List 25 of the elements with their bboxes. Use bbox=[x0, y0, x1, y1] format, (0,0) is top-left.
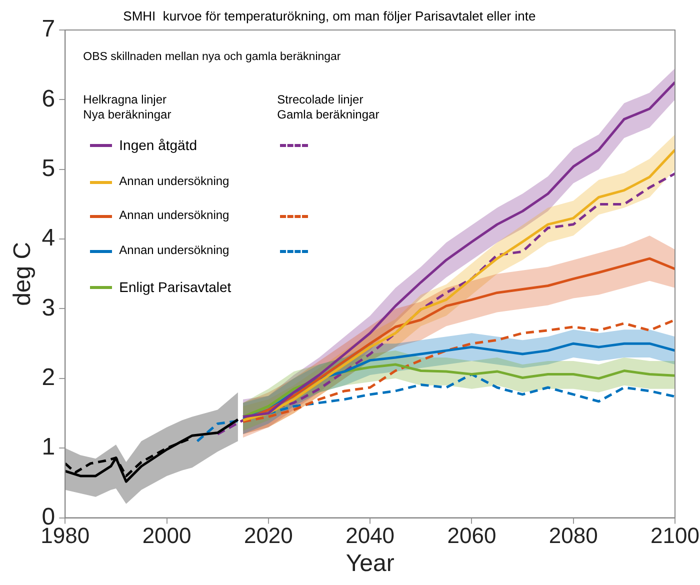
line-series bbox=[196, 373, 675, 442]
y-tick-label: 7 bbox=[42, 16, 56, 43]
y-tick-label: 5 bbox=[42, 154, 56, 182]
annotation: Strecolade linjer Gamla beräkningar bbox=[277, 92, 380, 122]
y-tick-label: 2 bbox=[42, 364, 56, 392]
y-tick-label: 3 bbox=[42, 294, 56, 322]
legend-label: Annan undersökning bbox=[119, 174, 230, 189]
y-tick-label: 6 bbox=[42, 85, 56, 112]
x-axis-title: Year bbox=[346, 550, 394, 578]
legend-label: Ingen åtgätd bbox=[119, 136, 197, 153]
x-tick-label: 2100 bbox=[650, 523, 700, 548]
x-tick-label: 2020 bbox=[244, 523, 293, 548]
x-tick-label: 2040 bbox=[346, 523, 395, 548]
x-tick-label: 2080 bbox=[548, 523, 598, 548]
annotation: Helkragna linjer Nya beräkningar bbox=[83, 92, 172, 122]
legend-label: Enligt Parisavtalet bbox=[119, 278, 232, 295]
annotation: OBS skillnaden mellan nya och gamla beräkningar bbox=[83, 51, 341, 64]
legend-label: Annan undersökning bbox=[119, 208, 230, 223]
legend-label: Annan undersökning bbox=[119, 242, 230, 258]
x-tick-label: 2060 bbox=[447, 523, 496, 548]
y-axis-title: deg C bbox=[9, 242, 36, 306]
chart-title: SMHI kurvoe för temperaturökning, om man följer Parisavtalet eller inte bbox=[123, 8, 536, 24]
x-tick-label: 2000 bbox=[142, 523, 192, 548]
y-tick-label: 4 bbox=[42, 224, 56, 252]
y-tick-label: 1 bbox=[42, 434, 56, 461]
